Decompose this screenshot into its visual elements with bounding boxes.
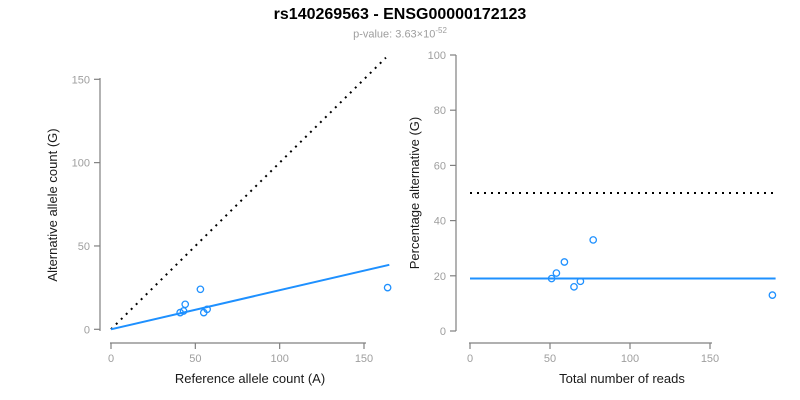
x-tick-label: 100 <box>270 353 288 365</box>
chart-title: rs140269563 - ENSG00000172123 <box>273 6 527 23</box>
data-point <box>768 291 777 299</box>
data-point <box>181 300 190 309</box>
y-axis-title: Percentage alternative (G) <box>407 117 422 269</box>
x-tick-label: 0 <box>108 353 114 365</box>
x-axis-title: Reference allele count (A) <box>175 371 325 386</box>
x-tick-label: 150 <box>355 353 373 365</box>
data-point <box>570 282 578 291</box>
data-point <box>560 258 569 266</box>
y-tick-label: 100 <box>428 50 446 62</box>
data-point <box>576 277 585 286</box>
y-tick-label: 80 <box>434 105 446 117</box>
data-point <box>203 305 211 314</box>
y-tick-label: 100 <box>72 158 90 170</box>
x-tick-label: 50 <box>189 353 201 365</box>
y-tick-label: 50 <box>78 241 90 253</box>
chart-subtitle: p-value: 3.63×10-52 <box>0 26 800 41</box>
x-tick-label: 150 <box>701 353 719 365</box>
fit-line <box>110 263 390 331</box>
pvalue-text: p-value: 3.63×10 <box>353 28 436 41</box>
y-tick-label: 0 <box>84 324 90 336</box>
identity-line <box>110 56 387 331</box>
y-tick-label: 0 <box>440 326 446 338</box>
data-point <box>179 307 188 315</box>
x-tick-label: 100 <box>621 353 639 365</box>
x-tick-label: 0 <box>467 353 473 365</box>
pvalue-exponent: -52 <box>435 26 447 35</box>
data-point <box>547 274 556 283</box>
data-point <box>196 285 205 294</box>
y-tick-label: 150 <box>72 74 90 86</box>
x-tick-label: 50 <box>544 353 556 365</box>
data-point <box>552 269 561 277</box>
y-tick-label: 60 <box>434 160 446 172</box>
y-tick-label: 20 <box>434 271 446 283</box>
y-axis-title: Alternative allele count (G) <box>45 128 60 281</box>
data-point <box>383 283 392 292</box>
x-axis-title: Total number of reads <box>559 371 685 386</box>
data-point <box>589 236 598 244</box>
y-tick-label: 40 <box>434 216 446 228</box>
